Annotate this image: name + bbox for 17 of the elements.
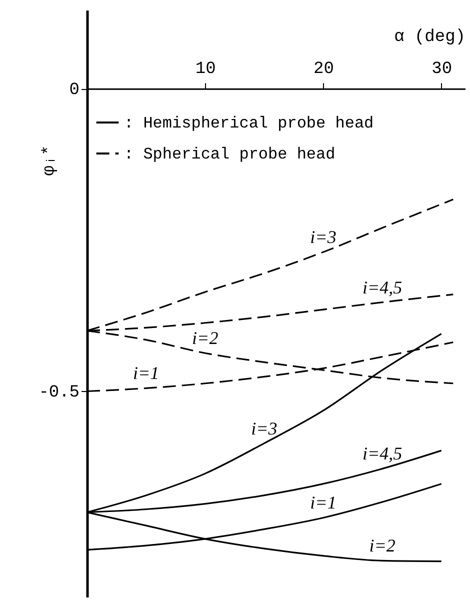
x-axis-title: α (deg) [394, 28, 466, 48]
annotation: i=4,5 [362, 277, 402, 298]
annotation: i=2 [369, 536, 396, 556]
annotation: i=2 [192, 328, 218, 348]
y-axis-title: φᵢ* [40, 145, 60, 176]
annotation: i=3 [310, 227, 336, 248]
annotation: i=1 [132, 363, 160, 384]
y-tick-label: 0 [69, 81, 80, 100]
y-tick-label: -0.5 [38, 384, 80, 403]
annotation: i=3 [251, 418, 278, 438]
legend-label: : Spherical probe head [124, 146, 336, 164]
annotation: i=1 [310, 492, 336, 513]
legend-label: : Hemispherical probe head [124, 114, 374, 132]
annotation: i=4,5 [362, 444, 402, 464]
x-tick-label: 20 [314, 60, 334, 80]
x-tick-label: 10 [195, 60, 216, 80]
x-tick-label: 30 [432, 60, 452, 80]
